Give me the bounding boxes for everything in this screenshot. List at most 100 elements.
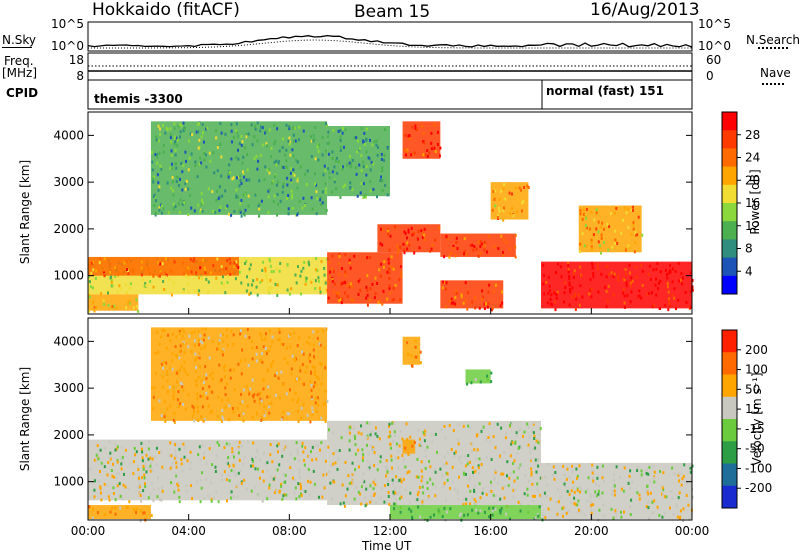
velocity-cell	[147, 440, 150, 444]
power-cell	[317, 276, 320, 280]
power-cell	[159, 270, 162, 274]
velocity-cell	[682, 474, 685, 478]
power-cell	[259, 280, 262, 284]
velocity-cell	[250, 464, 253, 468]
velocity-cell	[251, 415, 254, 419]
power-cell	[372, 162, 375, 166]
power-cell	[502, 251, 504, 255]
velocity-cell	[256, 448, 258, 452]
power-cell	[140, 260, 143, 264]
velocity-cell	[225, 478, 228, 482]
power-cell	[331, 279, 334, 283]
velocity-cell	[262, 451, 265, 455]
velocity-cell	[133, 447, 136, 450]
cpid-mode-themis: themis -3300	[94, 92, 183, 106]
power-cell	[649, 278, 652, 281]
velocity-cell	[326, 399, 329, 403]
power-cell	[493, 245, 496, 249]
velocity-cell	[571, 470, 574, 474]
velocity-cell	[623, 510, 625, 514]
velocity-cell	[433, 467, 436, 471]
velocity-cell	[532, 494, 534, 498]
power-cell	[349, 186, 352, 190]
velocity-cell	[269, 475, 272, 479]
velocity-cell	[416, 498, 419, 502]
velocity-cell	[128, 500, 131, 504]
power-cell	[279, 262, 282, 265]
power-cell	[106, 289, 109, 293]
velocity-cell	[512, 495, 515, 499]
velocity-cell	[278, 338, 281, 341]
power-cell	[230, 213, 233, 217]
power-cell	[333, 282, 336, 286]
velocity-cell	[536, 482, 539, 486]
velocity-cell	[223, 470, 226, 474]
velocity-cell	[179, 402, 181, 406]
power-cell	[625, 284, 628, 287]
velocity-cell	[319, 448, 321, 452]
power-cell	[369, 168, 372, 172]
velocity-cell	[388, 502, 391, 506]
velocity-cell	[180, 365, 183, 369]
velocity-cell	[424, 429, 427, 433]
velocity-cell	[181, 327, 184, 331]
power-cell	[404, 134, 407, 137]
power-cell	[500, 189, 502, 193]
power-region-8	[440, 280, 504, 309]
power-cell	[248, 270, 251, 274]
velocity-cell	[360, 485, 363, 489]
velocity-cell	[428, 459, 431, 463]
velocity-cell	[543, 491, 546, 495]
power-cell	[340, 283, 343, 287]
velocity-cell	[225, 328, 228, 332]
velocity-cell	[193, 409, 195, 413]
velocity-cell	[663, 512, 666, 516]
velocity-region-8	[88, 505, 151, 520]
velocity-cell	[651, 500, 654, 504]
power-cell	[175, 180, 178, 183]
velocity-cell	[472, 474, 475, 478]
power-cell	[677, 261, 680, 265]
velocity-cell	[429, 477, 432, 481]
power-cell	[600, 251, 602, 255]
power-cell	[226, 281, 229, 284]
power-cell	[273, 123, 276, 127]
velocity-cell	[138, 485, 141, 489]
velocity-cell	[534, 516, 537, 520]
velocity-cell	[450, 448, 453, 451]
power-cell	[238, 184, 241, 188]
power-cell	[349, 266, 352, 270]
power-cell	[152, 180, 155, 184]
power-cell	[267, 168, 270, 172]
power-cell	[159, 164, 162, 168]
velocity-cell	[122, 483, 125, 487]
power-cell	[331, 254, 334, 258]
velocity-cell	[278, 490, 281, 494]
velocity-cell	[541, 511, 544, 515]
velocity-cell	[166, 407, 169, 411]
velocity-cell	[103, 482, 106, 486]
power-cell	[610, 271, 613, 275]
velocity-cell	[438, 511, 441, 515]
velocity-cell	[232, 333, 235, 337]
velocity-cell	[590, 503, 593, 507]
power-cell	[433, 123, 436, 127]
cpid-label: CPID	[6, 86, 39, 100]
x-tick-label: 20:00	[574, 524, 609, 538]
power-cell	[302, 266, 305, 270]
power-cell	[170, 140, 173, 144]
power-cell	[88, 275, 90, 279]
power-cell	[381, 302, 384, 306]
power-cell	[689, 271, 692, 275]
velocity-cell	[280, 418, 283, 422]
velocity-cell	[240, 393, 242, 396]
power-cell	[478, 306, 481, 310]
power-cell	[276, 294, 279, 297]
velocity-cell	[536, 488, 539, 492]
velocity-cell	[106, 483, 109, 487]
power-cell	[522, 200, 525, 203]
power-cell	[298, 125, 301, 129]
velocity-cell	[442, 463, 445, 467]
power-cell	[305, 183, 308, 186]
power-cell	[684, 291, 687, 294]
